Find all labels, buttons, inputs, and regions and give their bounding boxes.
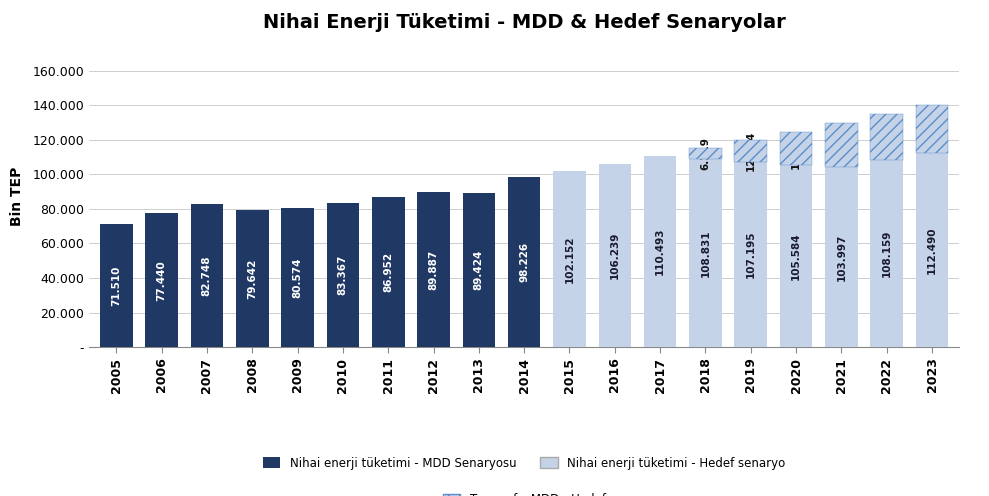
Text: 102.152: 102.152 (565, 235, 575, 283)
Bar (735, 162, 767, 347)
Text: 103.997: 103.997 (837, 234, 847, 281)
Text: 82.748: 82.748 (202, 255, 212, 296)
Text: 71.510: 71.510 (111, 265, 122, 306)
Text: 112.490: 112.490 (927, 226, 938, 274)
Bar (825, 124, 857, 167)
Bar (825, 167, 857, 347)
Bar (100, 224, 133, 347)
Bar (779, 132, 813, 165)
Bar (598, 164, 631, 347)
Text: 25.431: 25.431 (837, 125, 847, 166)
Text: 108.831: 108.831 (700, 229, 710, 277)
Text: 26.506: 26.506 (882, 117, 892, 157)
Bar (916, 153, 948, 347)
Bar (644, 156, 676, 347)
Text: 83.367: 83.367 (338, 255, 348, 295)
Text: 105.584: 105.584 (791, 232, 801, 280)
Text: 18.818: 18.818 (791, 128, 801, 169)
Bar (870, 160, 903, 347)
Text: 89.887: 89.887 (428, 249, 438, 290)
Bar (463, 192, 495, 347)
Text: 6.119: 6.119 (700, 137, 710, 170)
Text: 27.632: 27.632 (927, 109, 938, 149)
Text: 89.424: 89.424 (474, 249, 484, 290)
Text: 106.239: 106.239 (610, 232, 620, 279)
Title: Nihai Enerji Tüketimi - MDD & Hedef Senaryolar: Nihai Enerji Tüketimi - MDD & Hedef Sena… (263, 13, 785, 32)
Text: 107.195: 107.195 (746, 231, 756, 278)
Y-axis label: Bin TEP: Bin TEP (10, 166, 24, 226)
Text: 77.440: 77.440 (156, 260, 166, 301)
Text: 108.159: 108.159 (882, 230, 892, 277)
Bar (326, 203, 359, 347)
Bar (372, 197, 405, 347)
Bar (689, 159, 722, 347)
Bar (508, 178, 540, 347)
Text: 98.226: 98.226 (519, 242, 529, 282)
Bar (735, 140, 767, 162)
Text: 110.493: 110.493 (655, 228, 666, 275)
Text: 80.574: 80.574 (293, 257, 303, 298)
Text: 12.384: 12.384 (746, 131, 756, 171)
Bar (281, 208, 314, 347)
Bar (553, 171, 585, 347)
Bar (916, 105, 948, 153)
Bar (191, 204, 224, 347)
Text: 86.952: 86.952 (383, 252, 394, 292)
Bar (235, 209, 268, 347)
Bar (417, 192, 450, 347)
Bar (689, 148, 722, 159)
Text: 79.642: 79.642 (247, 258, 257, 299)
Bar (870, 115, 903, 160)
Bar (779, 165, 813, 347)
Legend: Tasarruf= MDD - Hedef: Tasarruf= MDD - Hedef (438, 488, 610, 496)
Bar (145, 213, 178, 347)
